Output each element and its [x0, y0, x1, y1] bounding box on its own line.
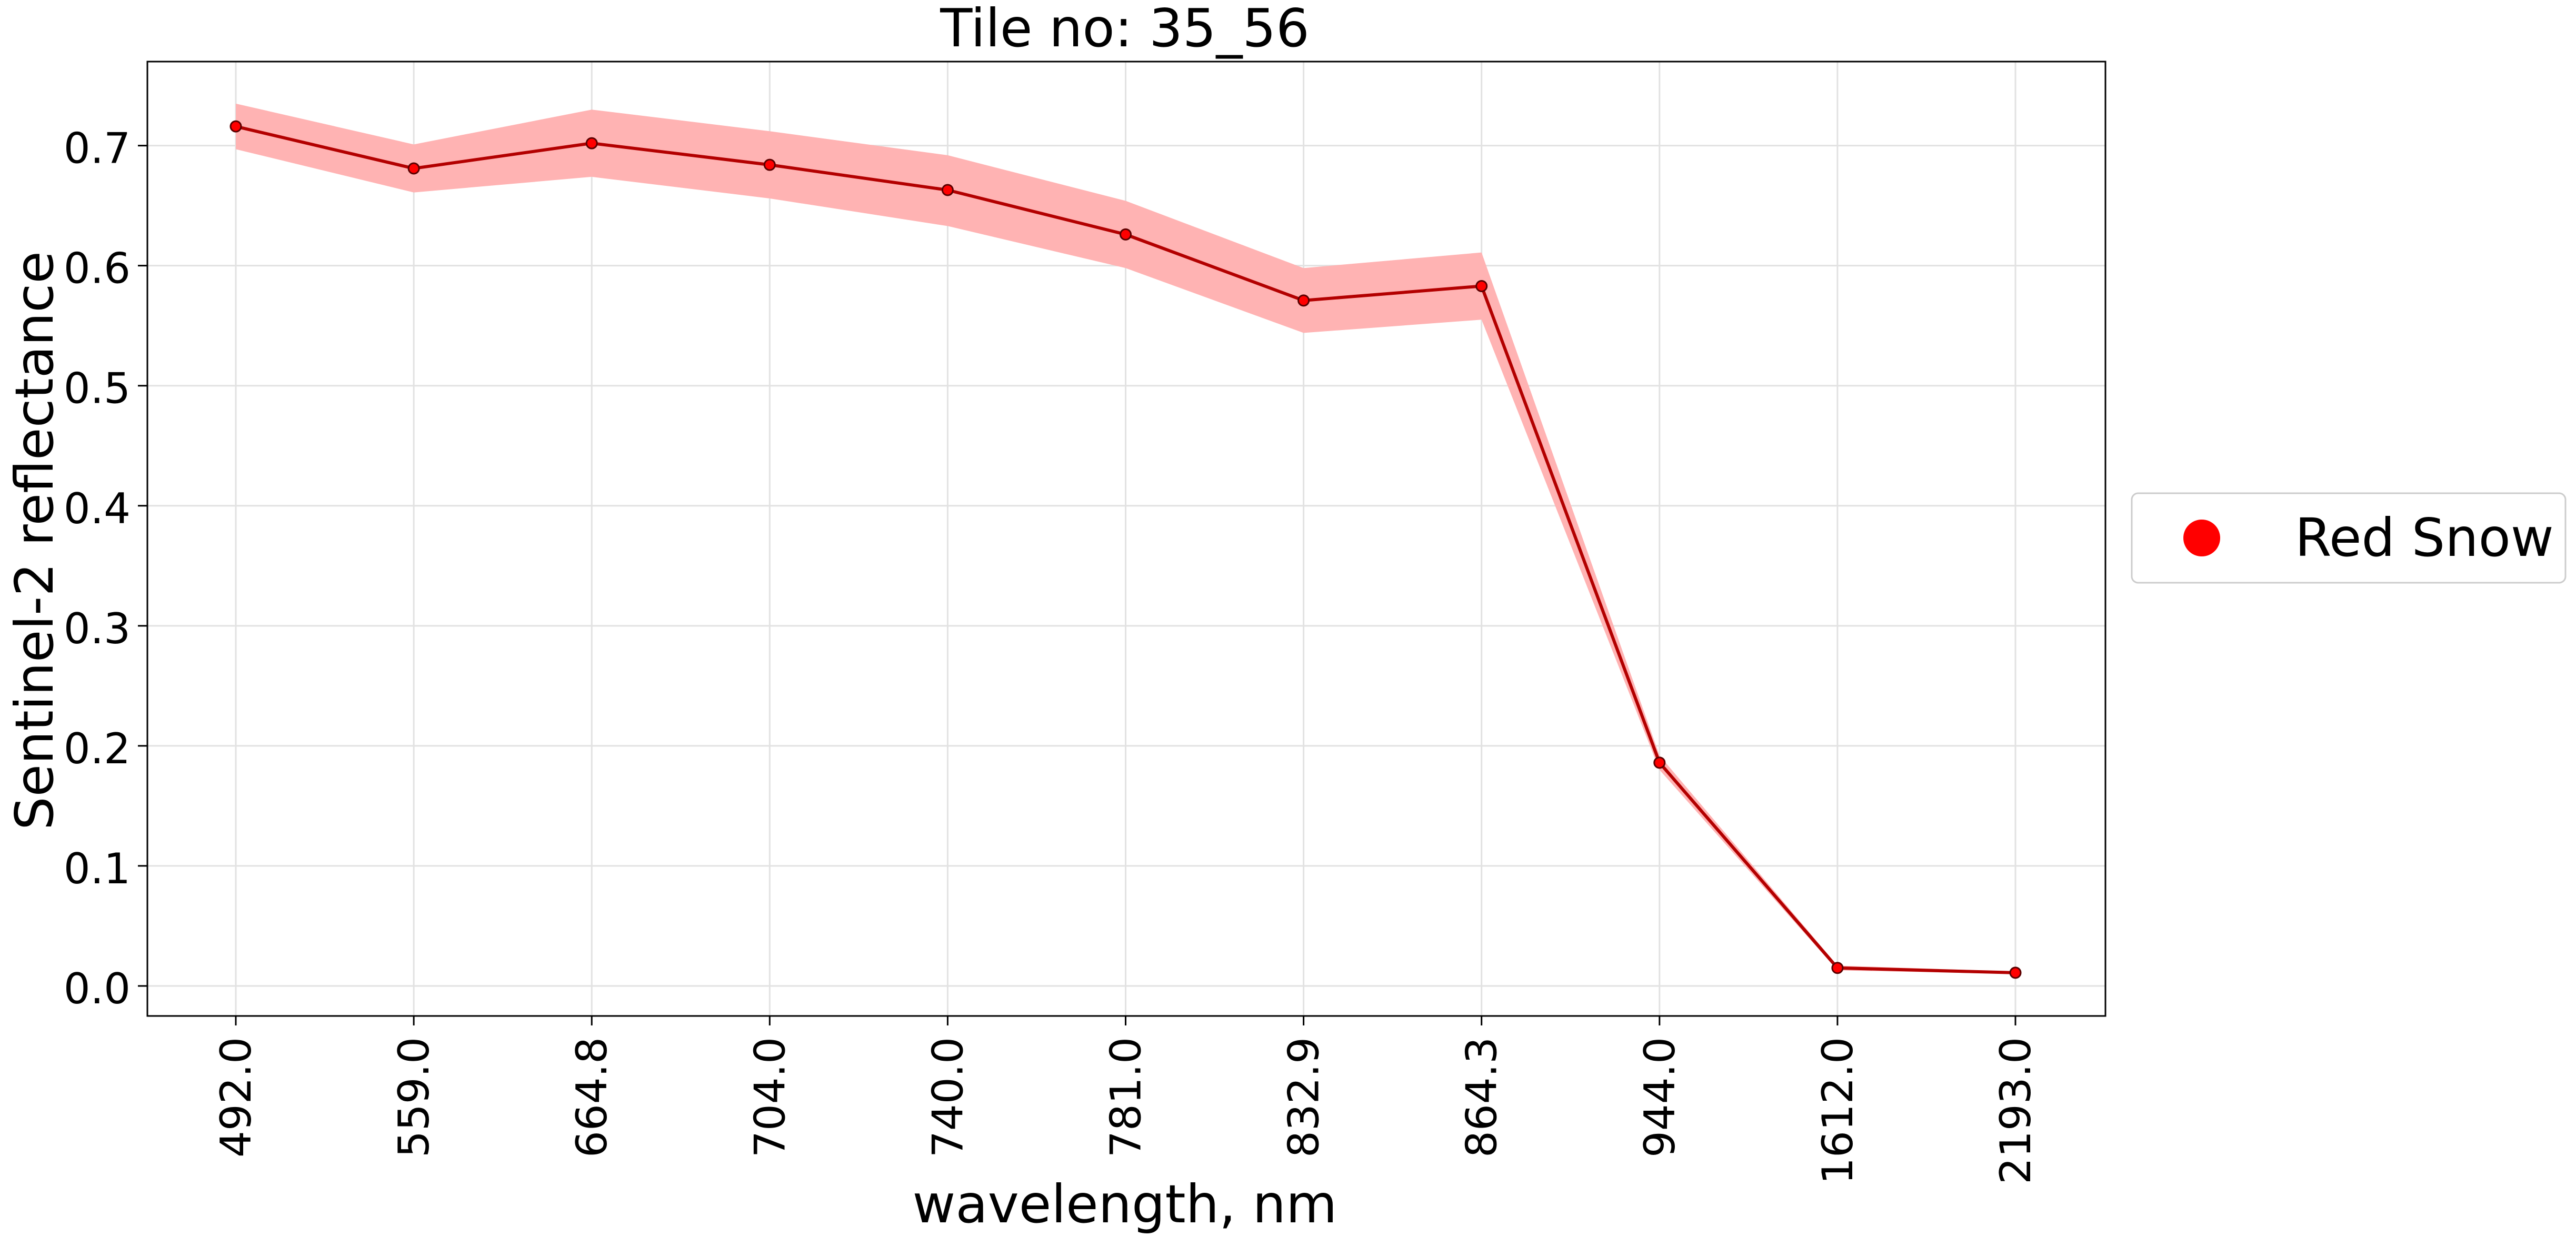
data-point: [2009, 966, 2022, 979]
data-point: [1475, 280, 1488, 292]
x-tick-label: 740.0: [923, 1037, 972, 1158]
data-point: [763, 158, 776, 171]
y-tick-label: 0.2: [64, 724, 131, 773]
data-point: [1120, 228, 1132, 241]
y-tick-label: 0.3: [64, 604, 131, 653]
y-tick-label: 0.0: [64, 964, 131, 1013]
x-tick-label: 492.0: [212, 1037, 261, 1158]
x-tick-label: 559.0: [390, 1037, 438, 1158]
y-tick-label: 0.1: [64, 844, 131, 893]
data-point: [1831, 962, 1844, 974]
y-tick-label: 0.4: [64, 484, 131, 533]
x-axis-ticks: 492.0 559.0 664.8 704.0 740.0 781.0 832.9 864.3…: [212, 1016, 2040, 1184]
error-band-area: [236, 103, 2015, 974]
x-tick-label: 664.8: [567, 1037, 616, 1158]
data-point: [585, 137, 598, 149]
x-tick-label: 832.9: [1280, 1037, 1329, 1158]
series-markers: [229, 120, 2022, 979]
error-band: [236, 103, 2015, 974]
x-tick-label: 2193.0: [1991, 1037, 2040, 1184]
x-tick-label: 1612.0: [1813, 1037, 1862, 1184]
legend-label: Red Snow: [2295, 507, 2554, 569]
legend: Red Snow: [2131, 492, 2567, 584]
x-tick-label: 864.3: [1457, 1037, 1506, 1158]
y-tick-label: 0.5: [64, 364, 131, 413]
data-point: [229, 120, 242, 133]
data-point: [1653, 756, 1666, 769]
x-axis-label: wavelength, nm: [913, 1173, 1337, 1235]
y-axis-ticks: 0.0 0.1 0.2 0.3 0.4 0.5 0.6 0.7: [64, 124, 147, 1013]
x-tick-label: 704.0: [745, 1037, 794, 1158]
x-tick-label: 781.0: [1102, 1037, 1151, 1158]
legend-marker: [2183, 520, 2220, 556]
y-tick-label: 0.6: [64, 244, 131, 293]
data-point: [407, 162, 420, 175]
chart-title: Tile no: 35_56: [940, 0, 1309, 59]
legend-frame: [2131, 492, 2567, 584]
y-tick-label: 0.7: [64, 124, 131, 173]
data-point: [1297, 294, 1310, 307]
data-point: [941, 184, 954, 196]
x-tick-label: 944.0: [1635, 1037, 1684, 1158]
y-axis-label: Sentinel-2 reflectance: [4, 251, 65, 830]
